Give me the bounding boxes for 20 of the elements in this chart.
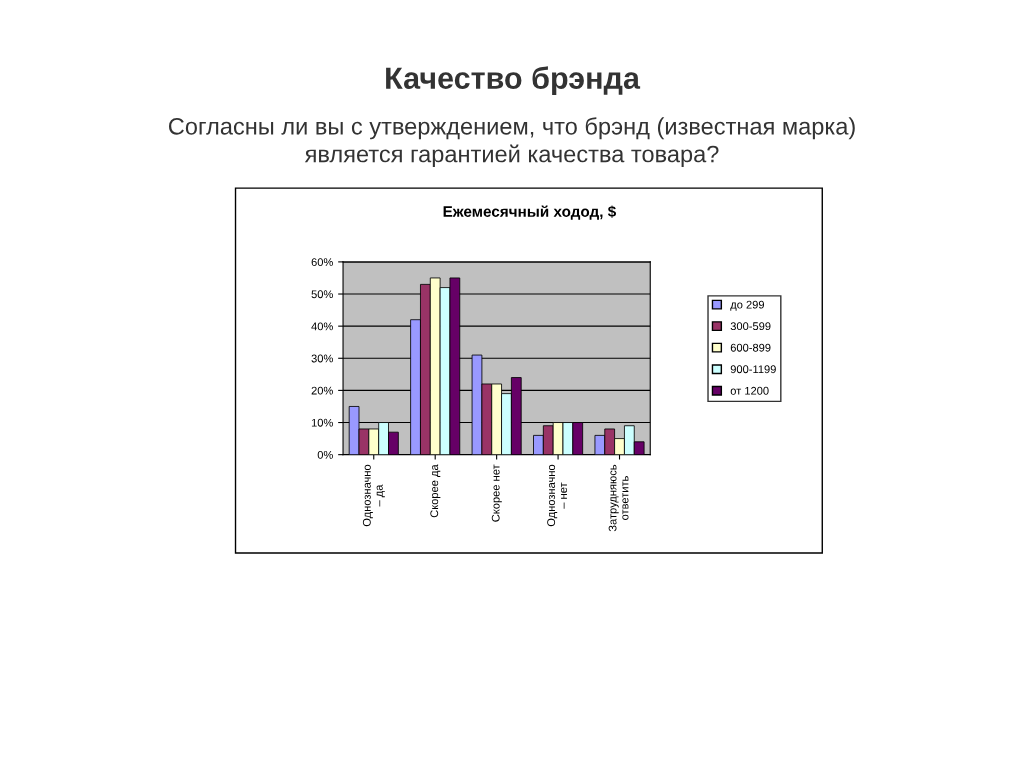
legend-label: 600-899 (730, 343, 771, 352)
y-tick-label: 30% (311, 354, 333, 363)
legend-label: до 299 (730, 300, 764, 311)
legend-label: 900-1199 (730, 365, 776, 374)
legend-label: от 1200 (730, 386, 769, 395)
x-tick-label: Затрудняюсь ответить (608, 464, 629, 532)
y-tick-label: 0% (317, 450, 333, 459)
x-tick-label: Скорее да (430, 464, 441, 518)
y-tick-label: 40% (311, 322, 333, 331)
y-tick-label: 60% (311, 258, 333, 267)
legend-label: 300-599 (730, 322, 771, 331)
text: Ежемесячный ходод, $ (443, 205, 616, 220)
chart-subtitle: Согласны ли вы с утверждением, что брэнд (известная марка) является гарантией качества товара? (168, 117, 855, 168)
x-tick-label: Однозначно – да (362, 464, 385, 527)
chart-title: Качество брэнда (386, 66, 641, 96)
y-tick-label: 50% (311, 290, 333, 299)
y-tick-label: 10% (311, 418, 333, 427)
y-tick-label: 20% (311, 386, 333, 395)
x-tick-label: Скорее нет (491, 464, 502, 522)
x-tick-label: Однозначно – нет (547, 464, 568, 527)
